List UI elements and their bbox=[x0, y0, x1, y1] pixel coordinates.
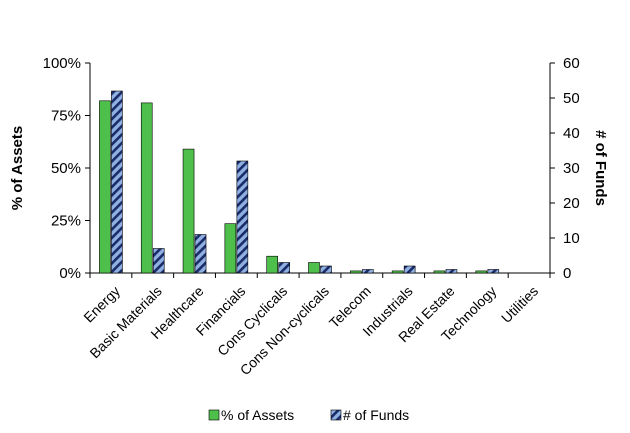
legend-label-assets: % of Assets bbox=[221, 407, 294, 423]
bar-funds bbox=[362, 269, 374, 274]
bar-assets bbox=[140, 102, 153, 274]
bar-funds bbox=[236, 160, 249, 274]
right-tick-label: 0 bbox=[563, 265, 571, 282]
left-axis-ticks: 0% 25% 50% 75% 100% bbox=[43, 55, 90, 282]
plot-area bbox=[89, 63, 551, 278]
left-tick-label: 0% bbox=[59, 265, 81, 282]
bar-assets bbox=[224, 223, 237, 274]
legend-label-funds: # of Funds bbox=[343, 407, 409, 423]
bar-assets bbox=[350, 270, 362, 274]
legend-swatch-funds bbox=[330, 409, 342, 421]
legend-swatch-assets bbox=[208, 409, 220, 421]
right-tick-label: 10 bbox=[563, 230, 580, 247]
right-tick-label: 20 bbox=[563, 195, 580, 212]
bar-funds bbox=[152, 248, 165, 274]
category-label: Basic Materials bbox=[86, 283, 164, 361]
left-tick-label: 25% bbox=[51, 213, 81, 230]
bar-assets bbox=[99, 100, 111, 274]
left-tick-label: 50% bbox=[51, 160, 81, 177]
right-axis-title: # of Funds bbox=[592, 130, 609, 206]
bar-funds bbox=[403, 265, 416, 274]
right-tick-label: 40 bbox=[563, 125, 580, 142]
right-axis-ticks: 0 10 20 30 40 50 60 bbox=[550, 55, 580, 282]
left-tick-label: 75% bbox=[51, 108, 81, 125]
bar-funds bbox=[487, 269, 500, 274]
bar-funds bbox=[320, 265, 332, 274]
bar-funds bbox=[445, 269, 458, 274]
right-tick-label: 60 bbox=[563, 55, 580, 72]
bar-assets bbox=[308, 262, 320, 274]
left-axis-title: % of Assets bbox=[9, 126, 26, 210]
right-tick-label: 50 bbox=[563, 90, 580, 107]
bar-funds bbox=[111, 90, 123, 274]
bar-assets bbox=[266, 255, 278, 274]
left-tick-label: 100% bbox=[43, 55, 81, 72]
bar-assets bbox=[391, 270, 404, 274]
bar-funds bbox=[278, 262, 290, 274]
bar-assets bbox=[182, 148, 195, 274]
bar-funds bbox=[194, 234, 207, 274]
category-label: Utilities bbox=[498, 283, 541, 326]
legend: % of Assets # of Funds bbox=[208, 407, 409, 423]
bar-assets bbox=[475, 270, 488, 274]
bar-assets bbox=[433, 270, 446, 274]
right-tick-label: 30 bbox=[563, 160, 580, 177]
